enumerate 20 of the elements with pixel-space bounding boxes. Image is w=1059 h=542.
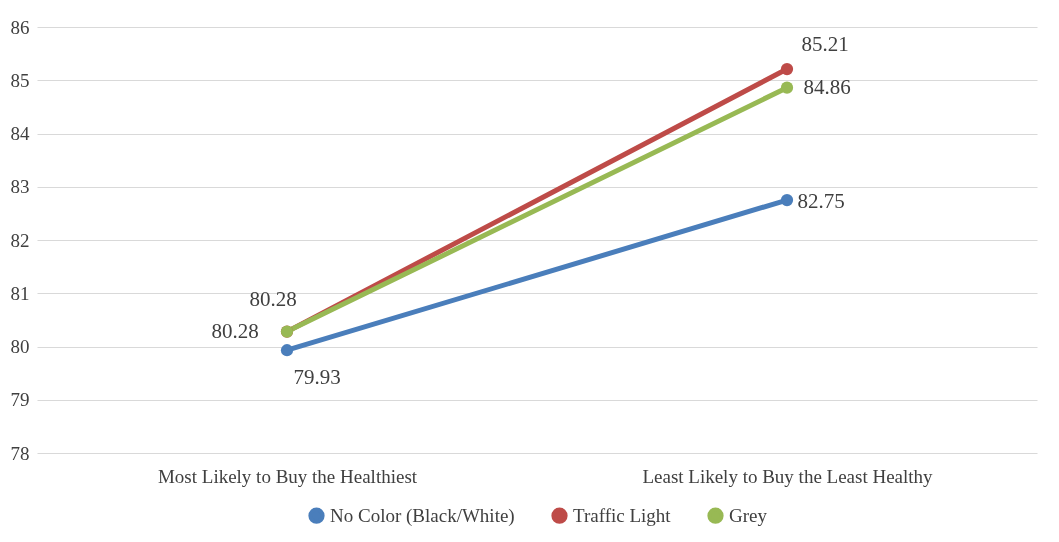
data-label: 80.28 [249, 286, 297, 311]
y-tick-label: 78 [10, 442, 30, 464]
data-label: 80.28 [211, 318, 259, 343]
y-tick-label: 82 [10, 229, 30, 251]
y-tick-label: 80 [10, 336, 30, 357]
x-tick-label: Least Likely to Buy the Least Healthy [642, 465, 934, 487]
legend-label: No Color (Black/White) [330, 504, 515, 527]
data-label: 84.86 [803, 74, 851, 99]
y-tick-label: 85 [10, 69, 30, 91]
y-tick-label: 86 [10, 16, 30, 38]
data-label: 79.93 [293, 365, 341, 390]
y-tick-label: 81 [10, 282, 30, 304]
x-tick-label: Most Likely to Buy the Healthiest [157, 465, 418, 487]
y-tick-label: 79 [10, 389, 30, 411]
data-label: 82.75 [797, 189, 845, 214]
legend-label: Grey [729, 504, 768, 526]
data-label: 85.21 [801, 32, 849, 57]
y-tick-label: 83 [10, 176, 30, 198]
y-tick-label: 84 [10, 123, 30, 144]
legend-label: Traffic Light [573, 504, 672, 526]
